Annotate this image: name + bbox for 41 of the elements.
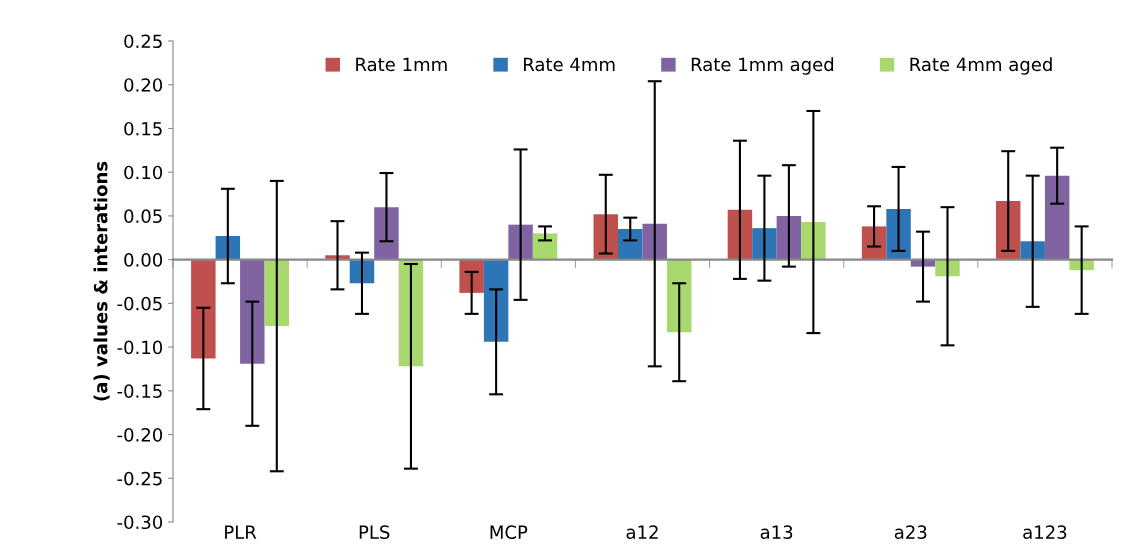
y-tick-label: -0.20 [117, 428, 163, 442]
bar [752, 228, 777, 260]
legend-label: Rate 1mm [356, 57, 447, 72]
x-tick-label: MCP [490, 525, 528, 539]
y-tick-label: 0.00 [124, 253, 163, 267]
y-tick-label: -0.30 [117, 515, 163, 530]
x-tick-label: PLR [225, 525, 257, 539]
x-tick-label: PLS [359, 525, 390, 539]
y-axis-title: (a) values & interations [93, 161, 110, 401]
bar [240, 259, 265, 364]
x-tick-label: a13 [760, 525, 793, 539]
bar [666, 259, 692, 333]
legend-label: Rate 4mm [524, 57, 615, 72]
bar [532, 233, 558, 260]
bar [1020, 241, 1045, 260]
bar [191, 259, 216, 359]
legend-label: Rate 4mm aged [910, 57, 1052, 75]
y-tick-label: 0.15 [124, 121, 162, 136]
bar [483, 259, 509, 342]
y-tick-label: 0.10 [124, 165, 163, 180]
bar [374, 207, 399, 260]
y-tick-label: 0.20 [124, 78, 163, 92]
bar [618, 229, 643, 260]
bar [459, 259, 484, 293]
bar [508, 224, 533, 260]
y-tick-label: -0.10 [117, 340, 163, 355]
y-tick-label: -0.05 [117, 296, 162, 311]
x-tick-label: a12 [626, 525, 658, 539]
bar [861, 226, 887, 260]
y-tick-label: -0.15 [117, 384, 162, 398]
bar [886, 208, 911, 260]
bar [995, 201, 1021, 260]
bar [801, 222, 826, 260]
y-tick-label: 0.25 [124, 34, 162, 49]
bar [398, 259, 424, 367]
legend-label: Rate 1mm aged [691, 57, 834, 75]
x-tick-label: a123 [1023, 525, 1067, 539]
y-tick-label: -0.25 [117, 471, 162, 486]
y-tick-label: 0.05 [124, 209, 162, 224]
bar [1044, 175, 1070, 260]
x-tick-label: a23 [894, 525, 927, 539]
